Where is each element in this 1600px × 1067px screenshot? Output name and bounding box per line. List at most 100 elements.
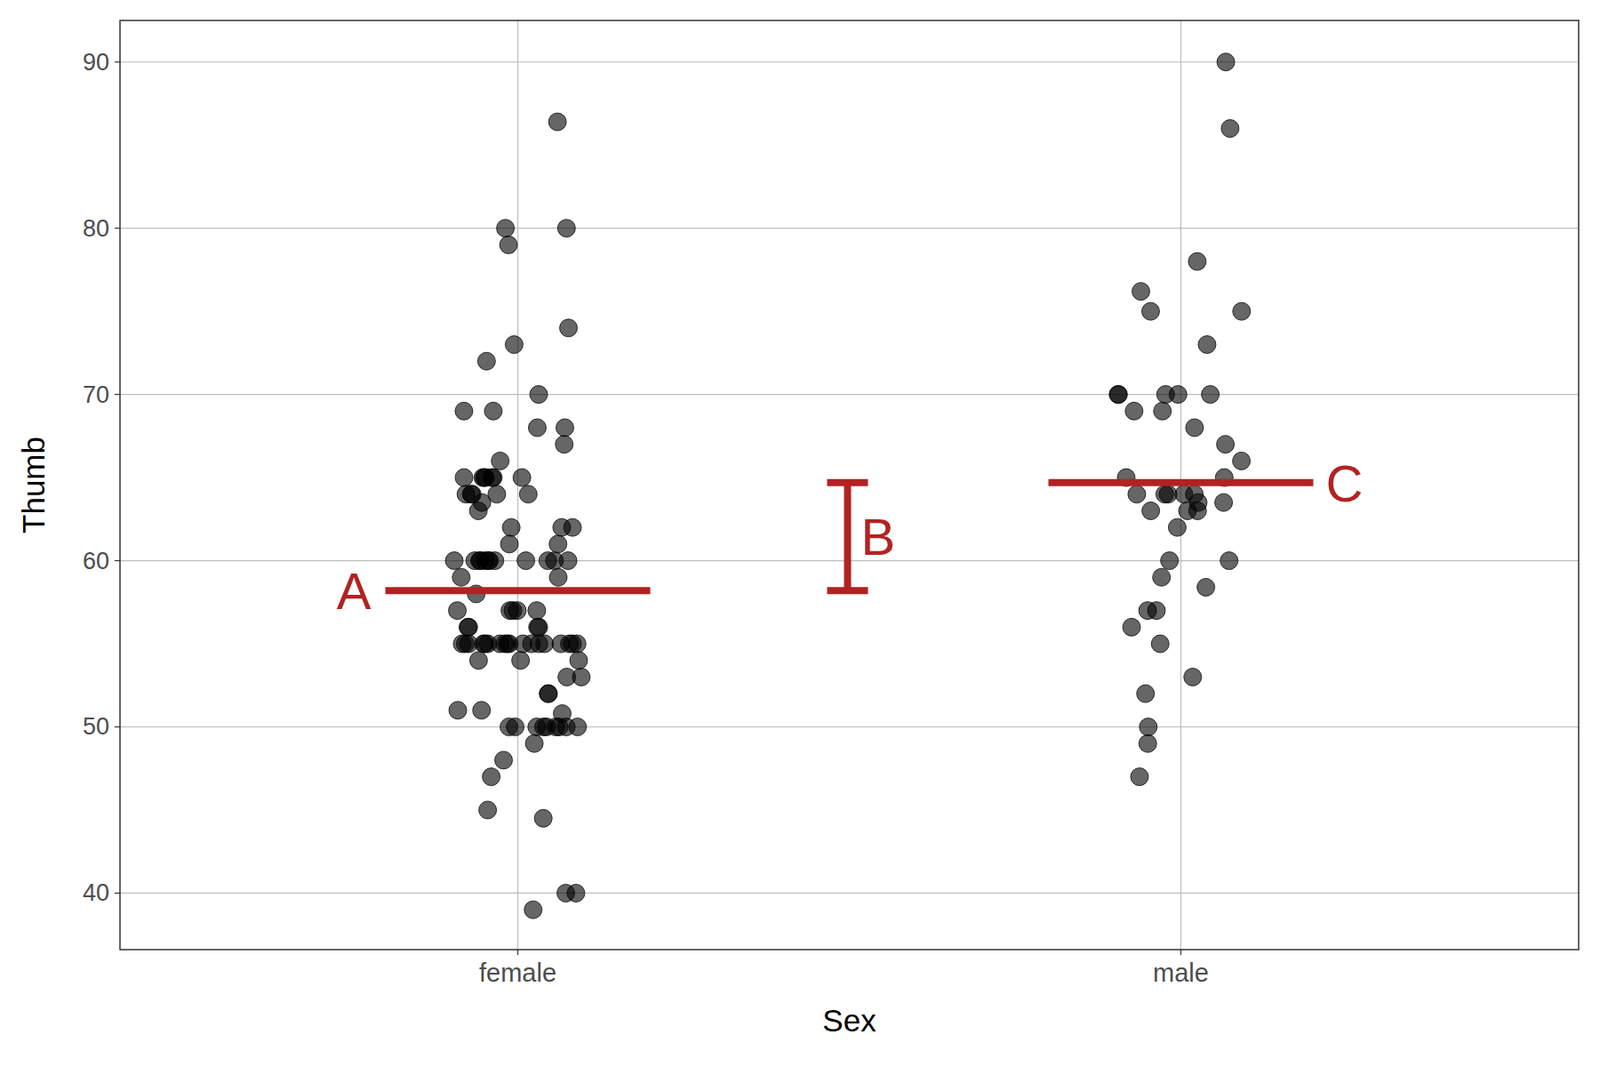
point: [529, 634, 548, 653]
point: [1168, 518, 1186, 536]
point: [1215, 493, 1233, 512]
point: [448, 701, 467, 720]
plot-frame: [120, 20, 1579, 950]
point: [528, 601, 546, 620]
point: [469, 651, 488, 670]
point: [525, 734, 544, 752]
point: [555, 435, 574, 454]
mean-line: [385, 586, 651, 594]
point: [1152, 568, 1171, 586]
point: [1136, 684, 1155, 703]
mean-line: [1048, 479, 1313, 487]
point: [465, 552, 484, 570]
point: [1216, 53, 1235, 72]
point: [1109, 385, 1128, 404]
point: [1159, 485, 1177, 504]
background: [0, 0, 1600, 1067]
point: [1138, 601, 1157, 620]
tick-label: 40: [82, 879, 110, 906]
point: [459, 617, 478, 636]
point: [1178, 501, 1197, 520]
point: [506, 717, 525, 736]
point: [1151, 634, 1169, 653]
point: [1130, 768, 1149, 786]
point: [1160, 552, 1179, 570]
tick-label: female: [479, 958, 557, 987]
point: [512, 651, 530, 670]
grid-line: [120, 393, 1579, 395]
point: [1185, 418, 1204, 437]
point: [528, 418, 546, 437]
point: [549, 568, 568, 586]
tick-label: 50: [82, 712, 110, 740]
point: [1197, 577, 1216, 596]
annotation-label: C: [1325, 454, 1363, 512]
point: [1216, 435, 1235, 454]
point: [1139, 717, 1158, 736]
point: [496, 219, 515, 238]
point: [455, 401, 473, 420]
x-axis-title: Sex: [822, 1002, 877, 1038]
point: [1125, 401, 1144, 420]
point: [1122, 617, 1141, 636]
point: [477, 352, 496, 370]
point: [502, 518, 520, 536]
tick: [114, 726, 120, 728]
point: [1232, 302, 1251, 320]
tick: [114, 560, 120, 561]
point: [1184, 667, 1202, 686]
point: [1128, 485, 1146, 504]
point: [490, 634, 509, 653]
point: [529, 385, 548, 404]
grid-line: [120, 726, 1579, 728]
point: [504, 336, 523, 354]
point: [534, 808, 552, 827]
point: [546, 717, 565, 736]
point: [476, 468, 495, 487]
point: [500, 535, 519, 553]
point: [552, 518, 571, 536]
point: [455, 468, 473, 487]
tick: [517, 949, 519, 955]
point: [548, 112, 567, 131]
point: [558, 667, 576, 686]
point: [469, 501, 488, 520]
point: [557, 219, 576, 238]
tick: [114, 227, 120, 229]
annotation-marks: [385, 482, 1314, 592]
point: [539, 684, 558, 703]
tick: [1180, 949, 1182, 955]
point: [1168, 385, 1187, 404]
grid-line: [120, 227, 1579, 229]
point: [1153, 401, 1172, 420]
point: [458, 617, 477, 636]
grid-line: [120, 61, 1579, 63]
tick: [114, 393, 120, 395]
point: [484, 401, 503, 420]
point: [445, 552, 464, 570]
point: [524, 900, 543, 919]
point: [1142, 501, 1160, 520]
point: [479, 800, 497, 819]
point: [1109, 385, 1128, 404]
point: [569, 651, 588, 670]
tick: [114, 61, 120, 63]
point: [1220, 552, 1239, 570]
point: [501, 601, 520, 620]
point: [1201, 385, 1220, 404]
point: [529, 617, 548, 636]
annotation-label: A: [336, 561, 372, 620]
tick-label: 70: [82, 381, 110, 408]
point: [512, 468, 531, 487]
point: [482, 768, 501, 786]
tick: [114, 892, 120, 894]
point: [555, 418, 574, 437]
point: [452, 568, 471, 586]
point: [1141, 302, 1160, 320]
point: [1188, 252, 1207, 271]
tick-label: 90: [82, 48, 110, 76]
y-axis-title: Thumb: [16, 436, 51, 534]
tick-label: 60: [82, 547, 110, 575]
point: [517, 552, 536, 570]
point: [1138, 734, 1157, 752]
